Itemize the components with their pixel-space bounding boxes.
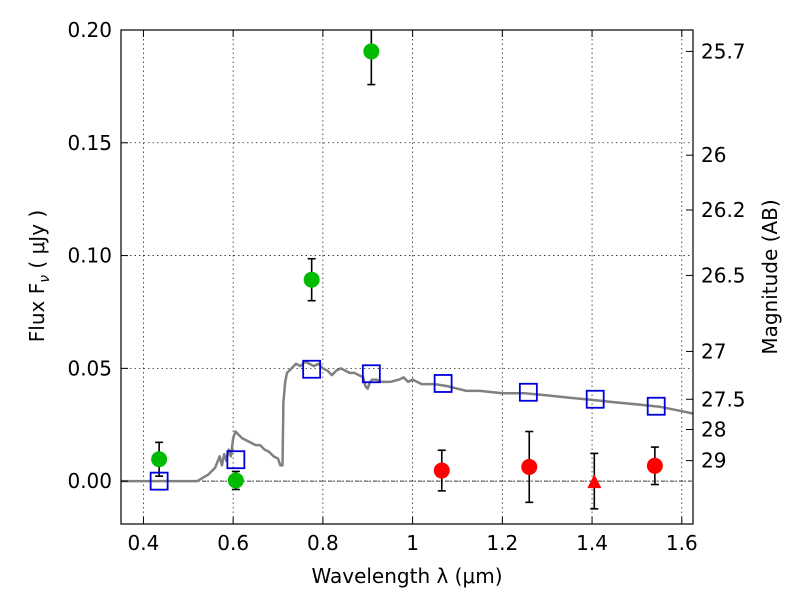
y-axis-label-unit: ( μJy ) — [25, 210, 49, 275]
plot-frame — [120, 29, 694, 525]
right-tick-label: 26.2 — [701, 198, 746, 222]
model-point-square — [302, 359, 322, 379]
right-tick-label: 28 — [701, 417, 726, 441]
x-tick-label: 1.4 — [576, 531, 608, 555]
model-point-square — [585, 389, 605, 409]
x-tick-label: 1 — [406, 531, 419, 555]
right-axis-label: Magnitude (AB) — [758, 199, 782, 354]
y-tick-label: 0.20 — [67, 18, 112, 42]
model-point-square — [646, 396, 666, 416]
model-point-square — [149, 471, 169, 491]
x-tick-label: 1.6 — [666, 531, 698, 555]
right-tick-label: 27.5 — [701, 387, 746, 411]
x-tick-label: 1.2 — [486, 531, 518, 555]
right-tick-label: 27 — [701, 339, 726, 363]
y-tick-label: 0.15 — [67, 131, 112, 155]
data-point-circle — [646, 457, 663, 474]
data-point-circle — [227, 472, 244, 489]
data-point-circle — [303, 271, 320, 288]
x-axis-label: Wavelength λ (μm) — [311, 564, 502, 588]
plot-content — [121, 30, 693, 510]
model-point-square — [226, 450, 246, 470]
data-point-triangle — [587, 474, 602, 489]
data-point-circle — [521, 458, 538, 475]
plot-area — [121, 30, 693, 510]
y-axis-label-subscript: ν — [37, 275, 53, 283]
data-point-circle — [433, 462, 450, 479]
x-tick-label: 0.8 — [307, 531, 339, 555]
model-point-square — [433, 374, 453, 393]
y-axis-label: Flux Fν ( μJy ) — [25, 210, 53, 342]
y-axis-label-main: Flux F — [25, 283, 49, 342]
right-tick-label: 29 — [701, 449, 726, 473]
model-spectrum-line — [121, 360, 693, 483]
x-tick-label: 0.6 — [217, 531, 249, 555]
axis-ticks: 0.4 0.6 0.8 1 1.2 1.4 1.6 0.00 0.05 0.10 0.15 0.20 2… — [67, 18, 745, 555]
right-tick-label: 26.5 — [701, 263, 746, 287]
y-tick-label: 0.05 — [67, 356, 112, 380]
data-point-circle — [363, 43, 380, 60]
right-tick-label: 26 — [701, 143, 726, 167]
x-tick-label: 0.4 — [128, 531, 160, 555]
model-point-square — [361, 364, 381, 384]
model-point-square — [518, 382, 538, 402]
right-tick-label: 25.7 — [701, 39, 746, 63]
data-point-circle — [151, 451, 168, 468]
y-tick-label: 0.00 — [67, 469, 112, 493]
y-tick-label: 0.10 — [67, 244, 112, 268]
